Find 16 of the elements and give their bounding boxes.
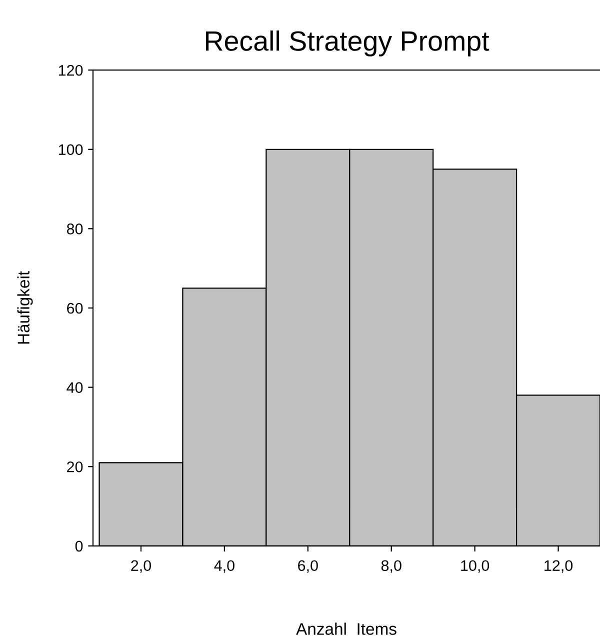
x-tick-label: 12,0 (544, 560, 573, 573)
x-tick-label: 2,0 (131, 560, 152, 573)
y-tick-label: 40 (66, 382, 83, 393)
y-tick-label: 20 (67, 461, 83, 472)
y-tick-label: 0 (75, 540, 83, 552)
y-axis-title: Häufigkeit (17, 271, 33, 344)
y-tick-label: 120 (58, 64, 83, 76)
x-axis-title: Anzahl Items (296, 622, 396, 635)
x-tick-label: 8,0 (381, 560, 402, 573)
y-tick-label: 60 (67, 302, 83, 314)
chart-title: Recall Strategy Prompt (206, 30, 490, 56)
y-tick-label: 80 (66, 224, 83, 234)
x-tick-label: 10,0 (461, 560, 490, 573)
y-tick-label: 100 (58, 144, 83, 156)
x-tick-label: 4,0 (214, 560, 234, 573)
x-tick-label: 6,0 (298, 560, 318, 573)
